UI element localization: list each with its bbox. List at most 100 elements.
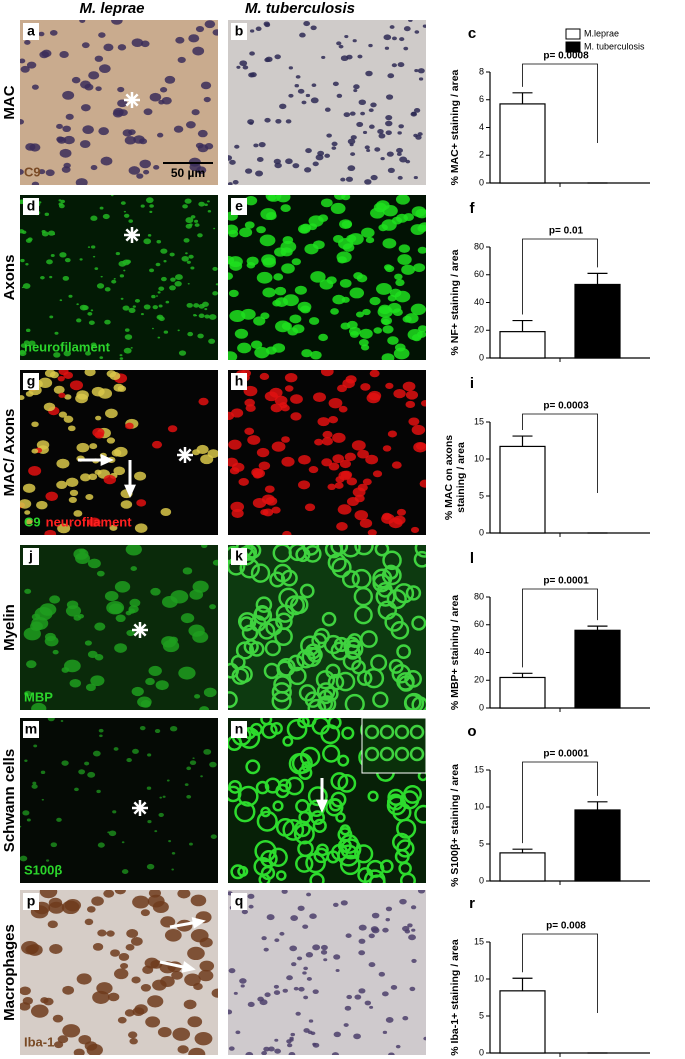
cell	[185, 223, 193, 229]
cell	[323, 958, 328, 962]
cell	[123, 213, 130, 218]
cell	[350, 135, 357, 140]
cell	[212, 291, 218, 296]
cell	[235, 641, 255, 660]
cell	[52, 649, 59, 655]
cell	[239, 558, 260, 579]
cell	[414, 69, 419, 73]
cell	[361, 227, 375, 238]
cell	[282, 988, 288, 993]
cell	[204, 314, 210, 319]
cell	[344, 1005, 352, 1011]
cell	[385, 382, 394, 389]
y-tick-label: 4	[479, 122, 484, 132]
cell	[65, 605, 82, 617]
cell	[180, 613, 195, 624]
y-axis-label: % S100β+ staining / area	[449, 764, 461, 887]
micrograph-background	[20, 195, 218, 360]
cell	[125, 545, 142, 556]
cell	[108, 603, 123, 614]
cell	[60, 199, 66, 204]
cell	[22, 483, 36, 493]
cell	[402, 1015, 409, 1021]
cell	[255, 170, 264, 177]
cell	[402, 381, 416, 392]
cell	[298, 455, 311, 465]
cell	[82, 125, 94, 134]
cell	[288, 93, 294, 98]
cell	[298, 986, 305, 992]
y-tick-label: 0	[479, 702, 484, 712]
cell	[212, 559, 218, 566]
cell	[364, 1000, 372, 1006]
cell	[38, 201, 42, 204]
y-tick-label: 0	[479, 177, 484, 187]
cell	[332, 902, 339, 907]
y-axis-label: % MAC on axons	[443, 435, 455, 520]
cell	[117, 99, 128, 108]
cell	[68, 294, 73, 298]
cell	[194, 1031, 213, 1046]
cell	[62, 125, 71, 133]
cell	[178, 350, 187, 356]
cell	[289, 945, 298, 952]
cell	[126, 629, 135, 637]
cell	[321, 611, 337, 627]
cell	[20, 499, 32, 509]
chart-letter: c	[468, 25, 476, 42]
cell	[409, 986, 416, 992]
cell	[84, 370, 96, 377]
cell	[191, 109, 200, 116]
cell	[305, 93, 311, 98]
cell	[104, 319, 111, 325]
y-axis-label: % MBP+ staining / area	[449, 595, 461, 710]
cell	[397, 175, 403, 180]
cell	[152, 900, 169, 914]
cell	[244, 221, 255, 229]
cell	[140, 204, 145, 208]
cell	[331, 1052, 339, 1055]
cell	[25, 328, 31, 333]
stain-label: Iba-1	[24, 1034, 54, 1049]
cell	[355, 311, 364, 318]
cell	[75, 178, 88, 185]
cell	[27, 237, 33, 242]
cell	[252, 497, 267, 509]
cell	[172, 1027, 191, 1041]
cell	[271, 506, 281, 514]
cell	[185, 121, 196, 129]
cell	[405, 585, 422, 601]
cell	[79, 140, 91, 149]
panel-letter: m	[25, 721, 37, 737]
cell	[182, 567, 193, 575]
cell	[112, 109, 124, 118]
cell	[320, 198, 333, 208]
cell	[20, 58, 26, 64]
cell	[310, 97, 319, 104]
cell	[160, 248, 168, 254]
cell	[297, 301, 312, 313]
cell	[79, 304, 88, 311]
cell	[156, 314, 164, 320]
cell	[357, 449, 369, 459]
cell	[73, 510, 83, 517]
cell	[31, 702, 47, 710]
cell	[289, 314, 302, 324]
cell	[363, 869, 386, 883]
cell	[90, 675, 105, 687]
cell	[56, 458, 70, 469]
cell	[130, 566, 137, 572]
cell	[31, 421, 39, 428]
cell	[233, 991, 238, 995]
cell	[385, 906, 393, 912]
cell	[394, 724, 410, 740]
cell	[365, 454, 379, 465]
cell	[67, 425, 76, 432]
cell	[413, 108, 421, 113]
cell	[134, 523, 148, 533]
cell	[321, 55, 326, 59]
cell	[364, 179, 372, 185]
cell	[134, 471, 147, 481]
cell	[195, 314, 198, 317]
cell	[195, 25, 205, 33]
